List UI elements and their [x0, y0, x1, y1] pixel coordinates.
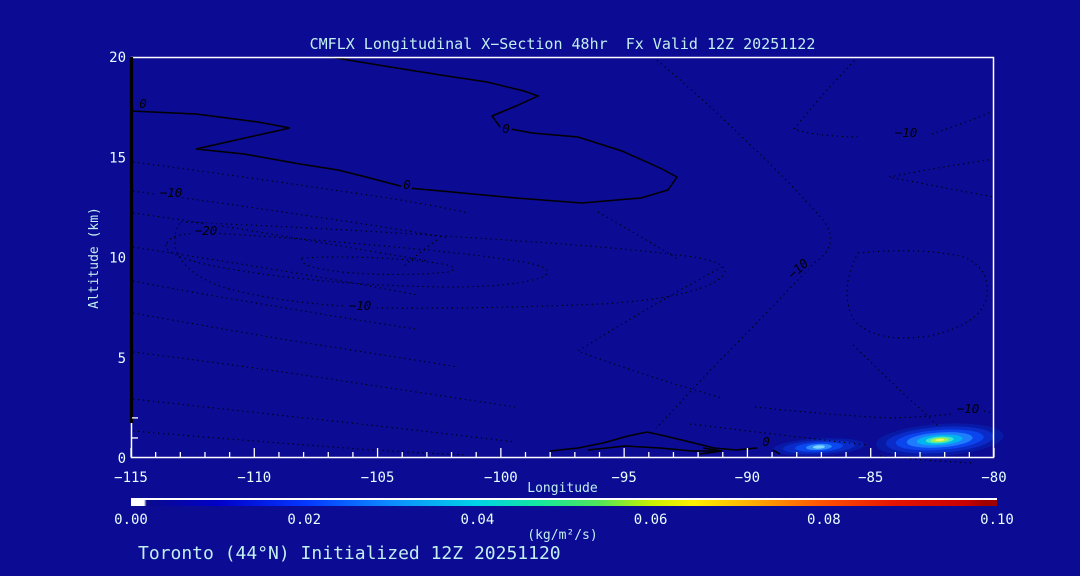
x-tick-label: −95 [611, 470, 636, 486]
contour-label: 0 [762, 434, 770, 449]
hotspot [772, 438, 865, 456]
chart-title: CMFLX Longitudinal X−Section 48hr Fx Val… [309, 35, 816, 53]
contour-path [689, 423, 869, 446]
contour-path [772, 449, 781, 455]
init-caption: Toronto (44°N) Initialized 12Z 20251120 [138, 543, 561, 564]
contour-label: 0 [139, 96, 147, 111]
contour-label: 0 [502, 121, 510, 136]
contour-label: −10 [160, 185, 183, 200]
hotspot-ellipse [812, 445, 825, 449]
contour-label: −10 [895, 125, 918, 140]
x-tick-label: −85 [858, 470, 883, 486]
x-tick-label: −100 [484, 470, 518, 486]
colorbar-tick-label: 0.00 [114, 512, 148, 528]
colorbar-tick-label: 0.08 [807, 512, 841, 528]
x-tick-label: −90 [735, 470, 760, 486]
contour-label: −20 [195, 223, 218, 238]
contour-path [165, 232, 548, 288]
colorbar-units: (kg/m²/s) [527, 528, 598, 543]
x-tick-label: −115 [114, 470, 148, 486]
contour-label: −10 [957, 401, 980, 416]
contour-path [549, 431, 758, 452]
contour-path [132, 161, 469, 214]
contour-path [652, 56, 832, 429]
x-axis-label: Longitude [527, 481, 598, 496]
contour-path [132, 351, 516, 408]
contour-path [130, 56, 679, 204]
contour-path [983, 410, 995, 414]
contour-label: 0 [403, 177, 411, 192]
colorbar-tick-label: 0.10 [980, 512, 1014, 528]
contour-path [699, 447, 723, 455]
contour-label: −10 [785, 256, 812, 282]
hotspot-layer [772, 423, 1004, 457]
x-tick-label: −105 [361, 470, 395, 486]
contour-path [403, 239, 438, 267]
contour-path [931, 110, 995, 135]
y-tick-label: 15 [109, 150, 126, 166]
hotspot [875, 423, 1004, 457]
contour-path [132, 246, 419, 296]
y-axis-label: Altitude (km) [87, 207, 102, 309]
zero-contour-lines [130, 56, 781, 455]
contour-path [132, 190, 449, 239]
contour-path [888, 158, 995, 198]
y-tick-label: 5 [118, 351, 126, 367]
contour-path [132, 280, 416, 330]
contour-label-layer: 0 0 0 0 −10 −20 −10 −10 −10 −10 [136, 93, 982, 452]
contour-path [300, 256, 455, 276]
contour-path [754, 406, 953, 419]
contour-path [132, 430, 467, 456]
y-tick-label: 20 [109, 50, 126, 66]
contour-path [132, 398, 516, 443]
colorbar-top-edge [131, 498, 997, 500]
x-tick-label: −80 [981, 470, 1006, 486]
contour-path [587, 445, 716, 452]
colorbar-tick-label: 0.04 [461, 512, 495, 528]
colorbar [131, 500, 997, 506]
contour-path [793, 56, 859, 138]
contour-path [852, 344, 939, 427]
contour-path [597, 211, 679, 260]
y-tick-label: 0 [118, 451, 126, 467]
contour-label: −10 [349, 298, 372, 313]
y-tick-label: 10 [109, 251, 126, 267]
x-tick-label: −110 [237, 470, 271, 486]
contour-path [132, 212, 429, 262]
negative-contour-lines [132, 56, 995, 464]
colorbar-tick-label: 0.06 [634, 512, 668, 528]
hotspot-ellipse [935, 438, 945, 442]
contour-path [576, 266, 723, 399]
axis-ticks [130, 417, 995, 457]
contour-path [174, 221, 726, 309]
plot-frame [130, 56, 995, 459]
contour-path [132, 312, 459, 368]
contour-path [846, 250, 988, 339]
colorbar-tick-label: 0.02 [287, 512, 321, 528]
axis-tick-labels: −115 −110 −105 −100 −95 −90 −85 −80051015200.00… [109, 50, 1014, 528]
